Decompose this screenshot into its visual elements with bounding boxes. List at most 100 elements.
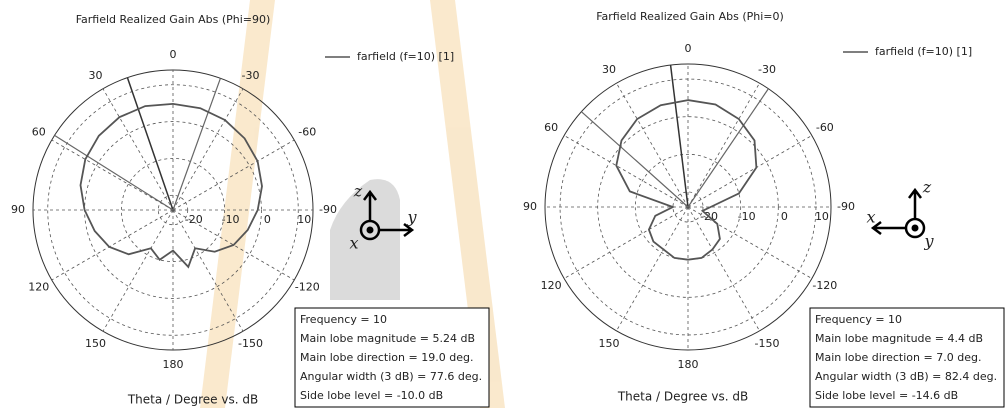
angle-tick-label: -30 xyxy=(758,63,776,76)
angle-tick-label: 90 xyxy=(11,203,25,216)
axis-letter: y xyxy=(406,208,417,227)
info-label: Side lobe level = xyxy=(815,389,908,402)
gain-curve xyxy=(615,99,758,261)
info-unit: deg. xyxy=(957,351,981,364)
watermark xyxy=(200,0,505,408)
info-value: 10 xyxy=(373,313,387,326)
info-value: 77.6 xyxy=(430,370,455,383)
angle-tick-label: 120 xyxy=(28,281,49,294)
grid-circle xyxy=(634,153,742,261)
chart-title: Farfield Realized Gain Abs (Phi=90) xyxy=(76,13,271,26)
main-lobe-line xyxy=(126,77,174,211)
axis-origin-dot xyxy=(366,226,374,234)
axis-label: Theta / Degree vs. dB xyxy=(617,390,748,404)
angle-tick-label: -150 xyxy=(238,337,263,350)
info-line: Main lobe magnitude = 5.24 dB xyxy=(300,332,475,345)
legend-label: farfield (f=10) [1] xyxy=(875,45,972,58)
grid-circle xyxy=(121,158,225,262)
info-line: Angular width (3 dB) = 82.4 deg. xyxy=(815,370,997,383)
info-unit: dB xyxy=(429,389,444,402)
angle-tick-label: 0 xyxy=(170,48,177,61)
beamwidth-line xyxy=(687,88,769,208)
angle-tick-label: 180 xyxy=(163,358,184,371)
info-label: Angular width (3 dB) = xyxy=(815,370,941,383)
grid-circle xyxy=(47,84,299,336)
info-label: Angular width (3 dB) = xyxy=(300,370,426,383)
grid-circle xyxy=(672,191,704,223)
axis-letter: x xyxy=(866,208,875,227)
r-tick-label: -20 xyxy=(185,213,203,226)
info-value: -14.6 xyxy=(912,389,940,402)
info-label: Frequency = xyxy=(300,313,370,326)
grid-spoke xyxy=(172,88,244,211)
grid-spoke xyxy=(172,139,295,211)
info-line: Angular width (3 dB) = 77.6 deg. xyxy=(300,370,482,383)
info-unit: deg. xyxy=(458,370,482,383)
grid-spoke xyxy=(616,206,689,332)
info-box xyxy=(294,307,490,408)
axis-arrows xyxy=(363,189,415,237)
angle-tick-label: -150 xyxy=(755,337,780,350)
grid-spoke xyxy=(172,209,295,281)
info-label: Frequency = xyxy=(815,313,885,326)
info-unit: deg. xyxy=(449,351,473,364)
r-tick-label: -10 xyxy=(222,213,240,226)
info-line: Main lobe direction = 19.0 deg. xyxy=(300,351,473,364)
angle-tick-label: -90 xyxy=(837,200,855,213)
info-line: Frequency = 10 xyxy=(300,313,387,326)
angle-tick-label: 90 xyxy=(523,200,537,213)
main-lobe-line xyxy=(669,64,689,208)
info-line: Main lobe magnitude = 4.4 dB xyxy=(815,332,983,345)
beamwidth-line xyxy=(172,78,221,211)
axis-label: Theta / Degree vs. dB xyxy=(127,393,258,407)
angle-tick-label: -60 xyxy=(816,121,834,134)
info-label: Main lobe magnitude = xyxy=(300,332,429,345)
grid-spoke xyxy=(51,139,174,211)
info-line: Side lobe level = -14.6 dB xyxy=(815,389,958,402)
info-label: Main lobe direction = xyxy=(815,351,933,364)
angle-tick-label: -90 xyxy=(319,203,337,216)
info-label: Main lobe magnitude = xyxy=(815,332,944,345)
info-line: Frequency = 10 xyxy=(815,313,902,326)
grid-spoke xyxy=(102,209,174,332)
r-tick-label: 0 xyxy=(264,213,271,226)
angle-tick-label: 60 xyxy=(32,126,46,139)
info-unit: deg. xyxy=(973,370,997,383)
info-value: 5.24 xyxy=(433,332,458,345)
info-value: 82.4 xyxy=(945,370,970,383)
info-value: 19.0 xyxy=(421,351,446,364)
r-tick-label: 0 xyxy=(781,210,788,223)
axis-letter: z xyxy=(353,182,363,201)
info-label: Main lobe direction = xyxy=(300,351,418,364)
angle-tick-label: -60 xyxy=(298,126,316,139)
angle-tick-label: -30 xyxy=(242,69,260,82)
grid-spoke xyxy=(687,135,813,208)
info-box xyxy=(809,307,1005,408)
info-unit: dB xyxy=(461,332,476,345)
grid-spoke xyxy=(102,88,174,211)
info-label: Side lobe level = xyxy=(300,389,393,402)
axis-letter: x xyxy=(349,234,358,253)
angle-tick-label: 120 xyxy=(541,279,562,292)
angle-tick-label: 150 xyxy=(599,337,620,350)
info-value: 4.4 xyxy=(948,332,966,345)
angle-tick-label: -120 xyxy=(812,279,837,292)
info-line: Side lobe level = -10.0 dB xyxy=(300,389,443,402)
info-unit: dB xyxy=(969,332,984,345)
r-tick-label: 10 xyxy=(815,210,829,223)
angle-tick-label: 0 xyxy=(685,42,692,55)
grid-spoke xyxy=(51,209,174,281)
axis-letter: z xyxy=(922,178,932,197)
info-line: Main lobe direction = 7.0 deg. xyxy=(815,351,981,364)
angle-tick-label: 150 xyxy=(85,337,106,350)
angle-tick-label: -120 xyxy=(295,281,320,294)
grid-spoke xyxy=(687,206,760,332)
r-tick-label: -10 xyxy=(738,210,756,223)
info-value: 7.0 xyxy=(936,351,954,364)
axis-origin-dot xyxy=(911,224,919,232)
grid-spoke xyxy=(563,135,689,208)
legend-label: farfield (f=10) [1] xyxy=(357,50,454,63)
outer-circle xyxy=(544,63,832,351)
axis-arrows xyxy=(870,187,922,235)
